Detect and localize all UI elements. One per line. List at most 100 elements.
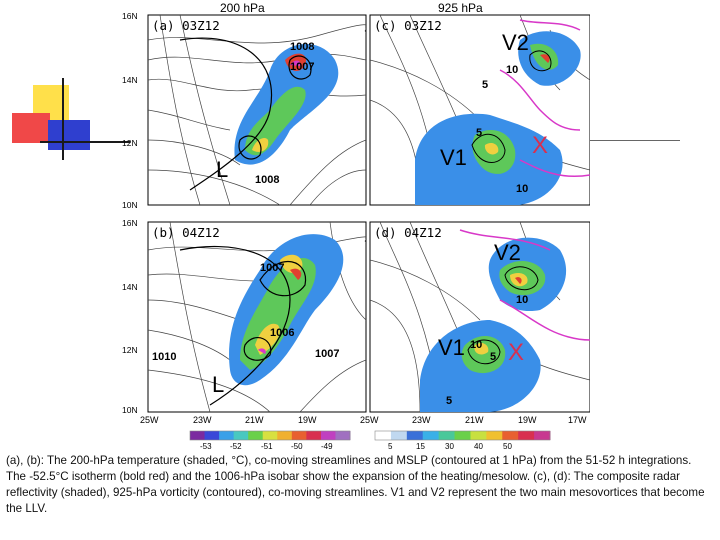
panel-c-shading <box>415 31 581 205</box>
cbar-left-tick-2: -51 <box>261 442 273 451</box>
decorative-red-square <box>12 113 50 143</box>
colorbar-right-swatch <box>390 431 408 440</box>
x-tick-left-25w: 25W <box>140 415 159 425</box>
panel-c-contour-10-top: 10 <box>506 64 518 76</box>
cbar-right-tick-3: 40 <box>474 442 483 451</box>
y-tick-top-16n: 16N <box>122 11 138 21</box>
cbar-right-tick-2: 30 <box>445 442 454 451</box>
colorbar-right-swatch <box>454 431 471 440</box>
colorbar-right-outline <box>374 430 551 441</box>
colorbar-right-swatch <box>406 431 424 440</box>
panel-c-label: (c) 03Z12 <box>374 18 442 33</box>
panel-b-label: (b) 04Z12 <box>152 225 220 240</box>
cbar-right-tick-4: 50 <box>503 442 512 451</box>
colorbar-right-swatch <box>470 431 487 440</box>
cbar-right-tick-0: 5 <box>388 442 393 451</box>
panel-c-marker-v2: V2 <box>502 30 529 55</box>
y-axis-ticks-bottom: 16N 14N 12N 10N <box>122 218 138 415</box>
y-axis-ticks-top: 16N 14N 12N 10N <box>122 11 138 210</box>
colorbar-right-swatch <box>375 431 392 440</box>
panel-b: (b) 04Z12 1007 1006 1007 1010 L <box>147 221 367 413</box>
panel-c-marker-x: X <box>532 132 548 159</box>
panel-d-label: (d) 04Z12 <box>374 225 442 240</box>
panel-b-shading <box>229 234 344 386</box>
colorbar-right <box>374 430 551 441</box>
panel-b-isobar-1007-right: 1007 <box>315 348 339 360</box>
cbar-left-tick-3: -50 <box>291 442 303 451</box>
panel-d-contour-10-mid: 10 <box>470 339 482 351</box>
colorbar-left-swatch <box>219 431 235 440</box>
x-tick-right-25w: 25W <box>360 415 379 425</box>
title-925hpa: 925 hPa <box>438 1 483 15</box>
cbar-left-tick-4: -49 <box>321 442 333 451</box>
panel-b-isobar-1007-top: 1007 <box>260 262 284 274</box>
colorbar-left-swatch <box>248 431 264 440</box>
colorbar-left-outline <box>189 430 351 441</box>
colorbar-left-swatch <box>277 431 293 440</box>
x-tick-right-17w: 17W <box>568 415 587 425</box>
colorbar-left-swatch <box>190 431 206 440</box>
colorbar-right-swatch <box>534 431 551 440</box>
colorbar-left-swatch <box>335 431 351 440</box>
colorbar-left-ticks: -53 -52 -51 -50 -49 <box>200 442 333 451</box>
panel-a-isobar-1007: 1007 <box>290 61 314 73</box>
colorbar-left-swatch <box>320 431 336 440</box>
colorbar-left-swatch <box>306 431 322 440</box>
panel-c-contour-5-top: 5 <box>482 79 488 91</box>
colorbar-right-swatch <box>486 431 503 440</box>
panel-c: (c) 03Z12 5 10 5 10 V2 V1 X <box>369 14 590 206</box>
decorative-vertical-line <box>62 78 64 160</box>
four-panel-figure: 200 hPa 925 hPa (a) 03Z12 <box>122 1 590 451</box>
panel-a-isobar-1008-top: 1008 <box>290 41 314 53</box>
panel-c-contour-10-bottom: 10 <box>516 183 528 195</box>
panel-d-contour-5-bottom: 5 <box>446 395 452 407</box>
colorbar-left-swatch <box>233 431 249 440</box>
panel-b-isobar-1010: 1010 <box>152 351 176 363</box>
colorbar-right-swatch <box>422 431 440 440</box>
x-tick-right-21w: 21W <box>465 415 484 425</box>
y-tick-bottom-14n: 14N <box>122 282 138 292</box>
colorbar-right-swatch <box>438 431 456 440</box>
x-axis-ticks-right: 25W 23W 21W 19W 17W <box>360 415 587 425</box>
title-200hpa: 200 hPa <box>220 1 265 15</box>
decorative-blue-square <box>48 120 90 150</box>
panel-a-shading <box>234 43 339 165</box>
panel-d-contour-10-top: 10 <box>516 294 528 306</box>
x-axis-ticks-left: 25W 23W 21W 19W <box>140 415 317 425</box>
panel-c-contour-5-mid: 5 <box>476 127 482 139</box>
panel-a-isobar-1008-bottom: 1008 <box>255 174 279 186</box>
panel-b-low-marker: L <box>212 372 224 397</box>
y-tick-top-10n: 10N <box>122 200 138 210</box>
panel-d-contour-5-mid: 5 <box>490 351 496 363</box>
panel-a-low-marker: L <box>216 157 228 182</box>
panel-b-isobar-1006: 1006 <box>270 327 294 339</box>
y-tick-bottom-12n: 12N <box>122 345 138 355</box>
colorbar-right-swatch <box>502 431 519 440</box>
y-tick-top-12n: 12N <box>122 138 138 148</box>
colorbar-left-swatch <box>262 431 278 440</box>
x-tick-right-23w: 23W <box>412 415 431 425</box>
colorbar-left <box>189 430 351 441</box>
panel-a-label: (a) 03Z12 <box>152 18 220 33</box>
decorative-horizontal-line <box>40 141 130 143</box>
y-tick-bottom-16n: 16N <box>122 218 138 228</box>
panel-d: (d) 04Z12 10 10 5 5 V2 V1 X <box>369 221 590 413</box>
panel-d-shading <box>420 237 567 412</box>
panel-d-marker-v1: V1 <box>438 335 465 360</box>
y-tick-bottom-10n: 10N <box>122 405 138 415</box>
colorbar-right-swatch <box>518 431 535 440</box>
figure-caption: (a), (b): The 200-hPa temperature (shade… <box>6 454 705 515</box>
cbar-right-tick-1: 15 <box>416 442 425 451</box>
x-tick-left-19w: 19W <box>298 415 317 425</box>
cbar-left-tick-1: -52 <box>230 442 242 451</box>
x-tick-right-19w: 19W <box>518 415 537 425</box>
y-tick-top-14n: 14N <box>122 75 138 85</box>
colorbar-left-swatch <box>291 431 307 440</box>
cbar-left-tick-0: -53 <box>200 442 212 451</box>
colorbar-right-ticks: 5 15 30 40 50 <box>388 442 512 451</box>
panel-c-marker-v1: V1 <box>440 145 467 170</box>
panel-d-marker-v2: V2 <box>494 240 521 265</box>
colorbar-left-swatch <box>204 431 220 440</box>
x-tick-left-23w: 23W <box>193 415 212 425</box>
decorative-horizontal-line-right <box>580 140 680 141</box>
